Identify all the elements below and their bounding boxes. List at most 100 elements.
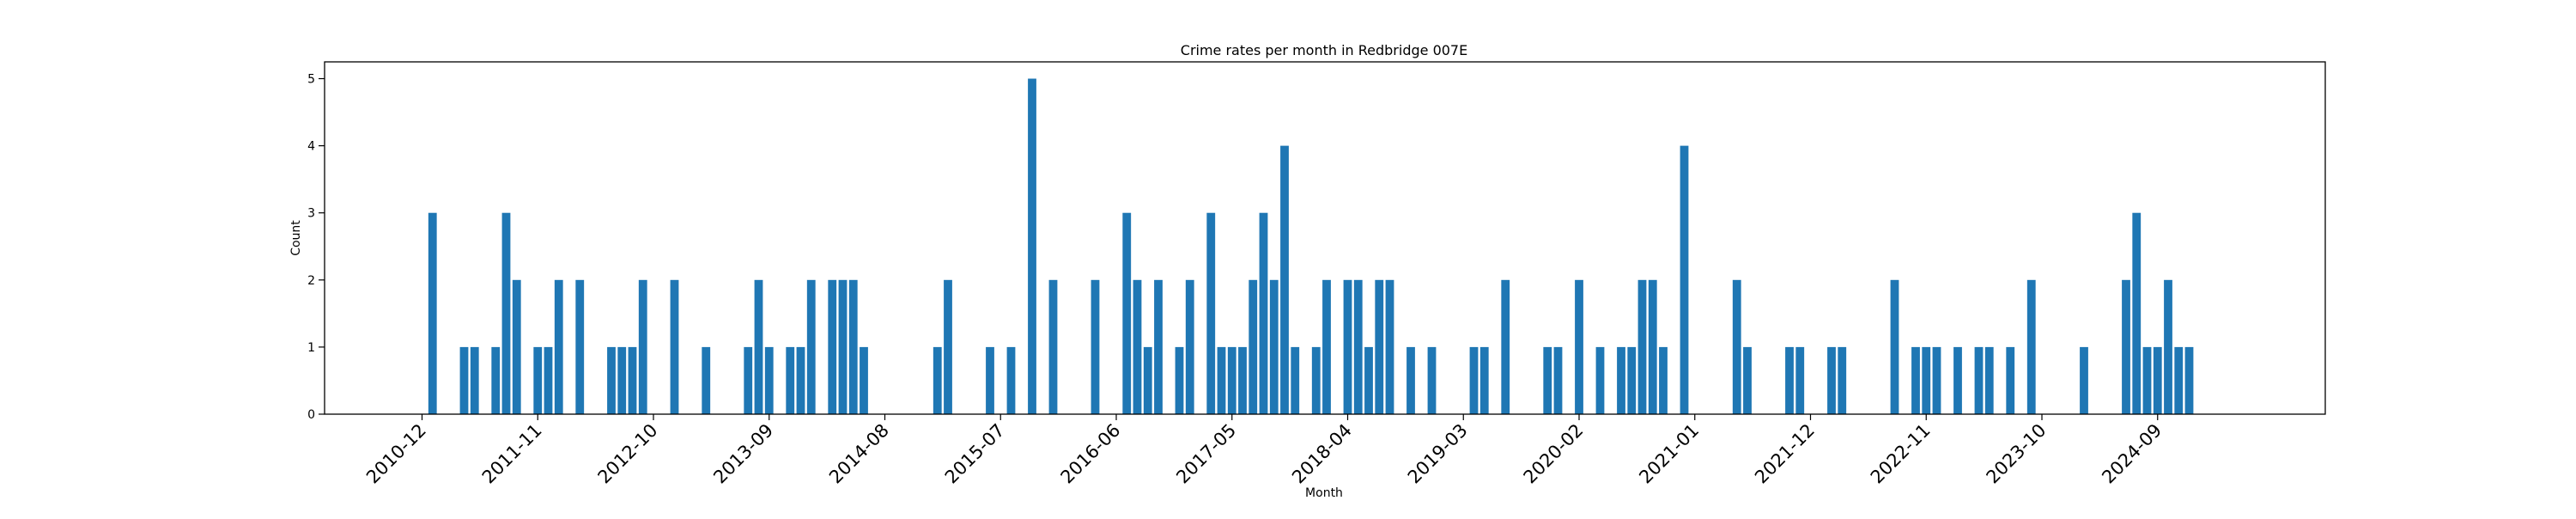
bar: [638, 279, 647, 414]
bar: [1553, 346, 1563, 414]
bar: [1217, 346, 1226, 414]
bar: [1595, 346, 1605, 414]
bar: [670, 279, 679, 414]
x-tick-label: 2022-11: [1867, 420, 1935, 488]
bar: [1291, 346, 1300, 414]
chart-title: Crime rates per month in Redbridge 007E: [1181, 42, 1467, 58]
y-axis: 0 1 2 3 4 5: [307, 73, 325, 422]
bar: [554, 279, 563, 414]
bar: [1091, 279, 1100, 414]
bar: [744, 346, 753, 414]
bar: [1743, 346, 1752, 414]
bar: [1648, 279, 1657, 414]
bar: [1659, 346, 1668, 414]
bar: [1175, 346, 1184, 414]
bar: [1028, 78, 1036, 415]
x-tick-label: 2011-11: [478, 420, 546, 488]
bar: [1385, 279, 1394, 414]
bar: [1006, 346, 1016, 414]
x-tick-label: 2018-04: [1288, 420, 1356, 488]
bar: [2184, 346, 2194, 414]
bar: [1890, 279, 1899, 414]
bar: [2142, 346, 2152, 414]
bar: [1206, 212, 1216, 414]
bar: [1133, 279, 1142, 414]
bar: [1269, 279, 1279, 414]
x-tick-label: 2020-02: [1520, 420, 1588, 488]
bar: [1311, 346, 1321, 414]
bar: [1479, 346, 1489, 414]
bar: [1427, 346, 1437, 414]
bar: [1680, 145, 1689, 414]
bar: [2174, 346, 2184, 414]
y-tick-label: 0: [307, 408, 315, 422]
x-axis-label: Month: [1305, 486, 1343, 500]
x-tick-label: 2021-01: [1635, 420, 1703, 488]
x-axis: 2010-12 2011-11 2012-10 2013-09 2014-08 2015-…: [362, 414, 2166, 488]
bar: [1911, 346, 1920, 414]
bar: [1353, 279, 1363, 414]
bar: [1185, 279, 1194, 414]
bar: [1501, 279, 1510, 414]
bar: [933, 346, 942, 414]
bar: [1953, 346, 1962, 414]
bar: [1154, 279, 1163, 414]
y-tick-label: 1: [307, 341, 315, 355]
bar: [1984, 346, 1994, 414]
bar: [1617, 346, 1625, 414]
bar: [860, 346, 868, 414]
bar: [986, 346, 994, 414]
x-tick-label: 2015-07: [941, 420, 1009, 488]
x-tick-label: 2013-09: [709, 420, 777, 488]
bar: [1627, 346, 1637, 414]
x-tick-label: 2016-06: [1057, 420, 1125, 488]
bar: [1048, 279, 1058, 414]
bar: [459, 346, 469, 414]
bar: [1375, 279, 1384, 414]
bar: [2026, 279, 2036, 414]
bar: [1827, 346, 1836, 414]
bar: [2164, 279, 2172, 414]
bar: [1795, 346, 1805, 414]
bar: [1637, 279, 1647, 414]
bar: [702, 346, 711, 414]
x-tick-label: 2012-10: [594, 420, 662, 488]
bar: [512, 279, 521, 414]
x-tick-label: 2023-10: [1983, 420, 2050, 488]
bar: [1838, 346, 1847, 414]
bar: [491, 346, 501, 414]
bar: [796, 346, 805, 414]
bar: [1922, 346, 1931, 414]
bar: [1343, 279, 1352, 414]
bar: [1543, 346, 1552, 414]
bar: [754, 279, 763, 414]
bar: [2153, 346, 2162, 414]
bar: [544, 346, 553, 414]
bar: [617, 346, 627, 414]
bar: [1280, 145, 1289, 414]
bar: [501, 212, 511, 414]
bar: [2080, 346, 2088, 414]
bar: [1785, 346, 1794, 414]
bar: [1122, 212, 1132, 414]
bar: [764, 346, 774, 414]
y-tick-label: 5: [307, 73, 315, 87]
y-tick-label: 2: [307, 274, 315, 288]
bar: [1143, 346, 1152, 414]
bar: [533, 346, 543, 414]
x-tick-label: 2017-05: [1172, 420, 1240, 488]
bar: [944, 279, 952, 414]
bar: [1406, 346, 1415, 414]
x-tick-label: 2014-08: [825, 420, 893, 488]
bar: [1364, 346, 1373, 414]
bar: [1575, 279, 1583, 414]
bar: [1932, 346, 1941, 414]
bar: [1259, 212, 1268, 414]
bar: [470, 346, 479, 414]
bar: [575, 279, 585, 414]
bar: [2122, 279, 2130, 414]
bar: [828, 279, 837, 414]
bar: [428, 212, 437, 414]
